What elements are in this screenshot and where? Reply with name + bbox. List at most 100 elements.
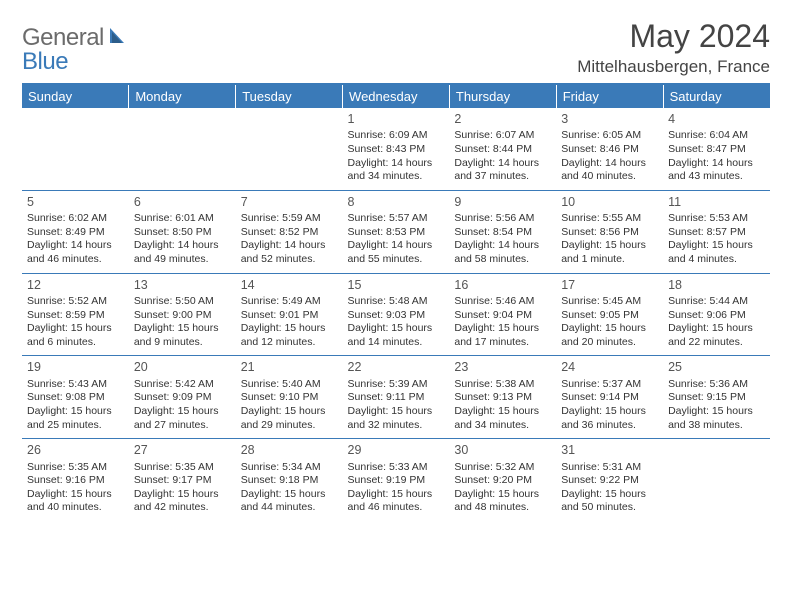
calendar-day-cell: 23Sunrise: 5:38 AMSunset: 9:13 PMDayligh…: [449, 356, 556, 439]
daylight-text: and 17 minutes.: [454, 336, 551, 350]
daylight-text: Daylight: 15 hours: [134, 488, 231, 502]
day-number: 26: [27, 442, 124, 458]
sunset-text: Sunset: 8:49 PM: [27, 226, 124, 240]
daylight-text: Daylight: 15 hours: [134, 322, 231, 336]
sunrise-text: Sunrise: 6:01 AM: [134, 212, 231, 226]
logo-sail-icon: [108, 26, 130, 51]
daylight-text: Daylight: 15 hours: [454, 322, 551, 336]
calendar-day-cell: 7Sunrise: 5:59 AMSunset: 8:52 PMDaylight…: [236, 190, 343, 273]
sunrise-text: Sunrise: 5:44 AM: [668, 295, 765, 309]
daylight-text: and 32 minutes.: [348, 419, 445, 433]
day-number: 31: [561, 442, 658, 458]
sunset-text: Sunset: 9:06 PM: [668, 309, 765, 323]
daylight-text: and 49 minutes.: [134, 253, 231, 267]
sunrise-text: Sunrise: 5:39 AM: [348, 378, 445, 392]
calendar-day-cell: 8Sunrise: 5:57 AMSunset: 8:53 PMDaylight…: [343, 190, 450, 273]
calendar-day-cell: [129, 108, 236, 190]
calendar-day-cell: 27Sunrise: 5:35 AMSunset: 9:17 PMDayligh…: [129, 439, 236, 521]
calendar-day-cell: 14Sunrise: 5:49 AMSunset: 9:01 PMDayligh…: [236, 273, 343, 356]
calendar-day-cell: 12Sunrise: 5:52 AMSunset: 8:59 PMDayligh…: [22, 273, 129, 356]
day-number: 19: [27, 359, 124, 375]
calendar-day-cell: 24Sunrise: 5:37 AMSunset: 9:14 PMDayligh…: [556, 356, 663, 439]
calendar-day-cell: 30Sunrise: 5:32 AMSunset: 9:20 PMDayligh…: [449, 439, 556, 521]
day-number: 10: [561, 194, 658, 210]
daylight-text: and 58 minutes.: [454, 253, 551, 267]
calendar-day-cell: 11Sunrise: 5:53 AMSunset: 8:57 PMDayligh…: [663, 190, 770, 273]
weekday-header: Monday: [129, 85, 236, 108]
daylight-text: Daylight: 15 hours: [561, 322, 658, 336]
weekday-header: Saturday: [663, 85, 770, 108]
day-number: 3: [561, 111, 658, 127]
sunrise-text: Sunrise: 6:09 AM: [348, 129, 445, 143]
sunset-text: Sunset: 8:56 PM: [561, 226, 658, 240]
daylight-text: Daylight: 15 hours: [454, 488, 551, 502]
calendar-body: 1Sunrise: 6:09 AMSunset: 8:43 PMDaylight…: [22, 108, 770, 521]
logo-text-blue: Blue: [22, 48, 68, 75]
sunset-text: Sunset: 9:09 PM: [134, 391, 231, 405]
daylight-text: and 48 minutes.: [454, 501, 551, 515]
day-number: 25: [668, 359, 765, 375]
daylight-text: Daylight: 14 hours: [27, 239, 124, 253]
sunset-text: Sunset: 8:52 PM: [241, 226, 338, 240]
calendar-day-cell: 2Sunrise: 6:07 AMSunset: 8:44 PMDaylight…: [449, 108, 556, 190]
sunset-text: Sunset: 9:22 PM: [561, 474, 658, 488]
daylight-text: and 37 minutes.: [454, 170, 551, 184]
sunset-text: Sunset: 9:03 PM: [348, 309, 445, 323]
daylight-text: and 42 minutes.: [134, 501, 231, 515]
daylight-text: Daylight: 14 hours: [348, 239, 445, 253]
calendar-day-cell: 15Sunrise: 5:48 AMSunset: 9:03 PMDayligh…: [343, 273, 450, 356]
daylight-text: and 34 minutes.: [454, 419, 551, 433]
sunset-text: Sunset: 9:00 PM: [134, 309, 231, 323]
calendar-week-row: 19Sunrise: 5:43 AMSunset: 9:08 PMDayligh…: [22, 356, 770, 439]
logo-part2-wrap: Blue: [22, 48, 68, 76]
sunset-text: Sunset: 8:43 PM: [348, 143, 445, 157]
calendar-day-cell: 13Sunrise: 5:50 AMSunset: 9:00 PMDayligh…: [129, 273, 236, 356]
day-number: 22: [348, 359, 445, 375]
sunset-text: Sunset: 8:46 PM: [561, 143, 658, 157]
sunrise-text: Sunrise: 5:43 AM: [27, 378, 124, 392]
daylight-text: and 27 minutes.: [134, 419, 231, 433]
day-number: 29: [348, 442, 445, 458]
calendar-day-cell: 5Sunrise: 6:02 AMSunset: 8:49 PMDaylight…: [22, 190, 129, 273]
day-number: 11: [668, 194, 765, 210]
daylight-text: Daylight: 14 hours: [454, 157, 551, 171]
sunrise-text: Sunrise: 6:02 AM: [27, 212, 124, 226]
sunset-text: Sunset: 9:04 PM: [454, 309, 551, 323]
weekday-header: Wednesday: [343, 85, 450, 108]
daylight-text: Daylight: 15 hours: [454, 405, 551, 419]
month-title: May 2024: [577, 18, 770, 55]
daylight-text: Daylight: 15 hours: [561, 405, 658, 419]
weekday-header: Tuesday: [236, 85, 343, 108]
daylight-text: and 40 minutes.: [561, 170, 658, 184]
daylight-text: and 40 minutes.: [27, 501, 124, 515]
calendar-day-cell: 18Sunrise: 5:44 AMSunset: 9:06 PMDayligh…: [663, 273, 770, 356]
sunrise-text: Sunrise: 5:36 AM: [668, 378, 765, 392]
daylight-text: and 9 minutes.: [134, 336, 231, 350]
sunset-text: Sunset: 9:01 PM: [241, 309, 338, 323]
calendar-day-cell: 26Sunrise: 5:35 AMSunset: 9:16 PMDayligh…: [22, 439, 129, 521]
daylight-text: Daylight: 15 hours: [27, 322, 124, 336]
sunrise-text: Sunrise: 5:55 AM: [561, 212, 658, 226]
daylight-text: and 44 minutes.: [241, 501, 338, 515]
sunrise-text: Sunrise: 5:38 AM: [454, 378, 551, 392]
sunset-text: Sunset: 8:50 PM: [134, 226, 231, 240]
calendar-day-cell: [22, 108, 129, 190]
calendar-day-cell: 17Sunrise: 5:45 AMSunset: 9:05 PMDayligh…: [556, 273, 663, 356]
sunrise-text: Sunrise: 5:37 AM: [561, 378, 658, 392]
sunset-text: Sunset: 9:19 PM: [348, 474, 445, 488]
day-number: 8: [348, 194, 445, 210]
day-number: 20: [134, 359, 231, 375]
sunrise-text: Sunrise: 5:50 AM: [134, 295, 231, 309]
sunset-text: Sunset: 9:15 PM: [668, 391, 765, 405]
day-number: 9: [454, 194, 551, 210]
sunset-text: Sunset: 9:10 PM: [241, 391, 338, 405]
day-number: 17: [561, 277, 658, 293]
day-number: 2: [454, 111, 551, 127]
day-number: 27: [134, 442, 231, 458]
daylight-text: Daylight: 15 hours: [668, 322, 765, 336]
sunrise-text: Sunrise: 5:52 AM: [27, 295, 124, 309]
daylight-text: and 34 minutes.: [348, 170, 445, 184]
daylight-text: and 38 minutes.: [668, 419, 765, 433]
day-number: 30: [454, 442, 551, 458]
calendar-day-cell: 22Sunrise: 5:39 AMSunset: 9:11 PMDayligh…: [343, 356, 450, 439]
